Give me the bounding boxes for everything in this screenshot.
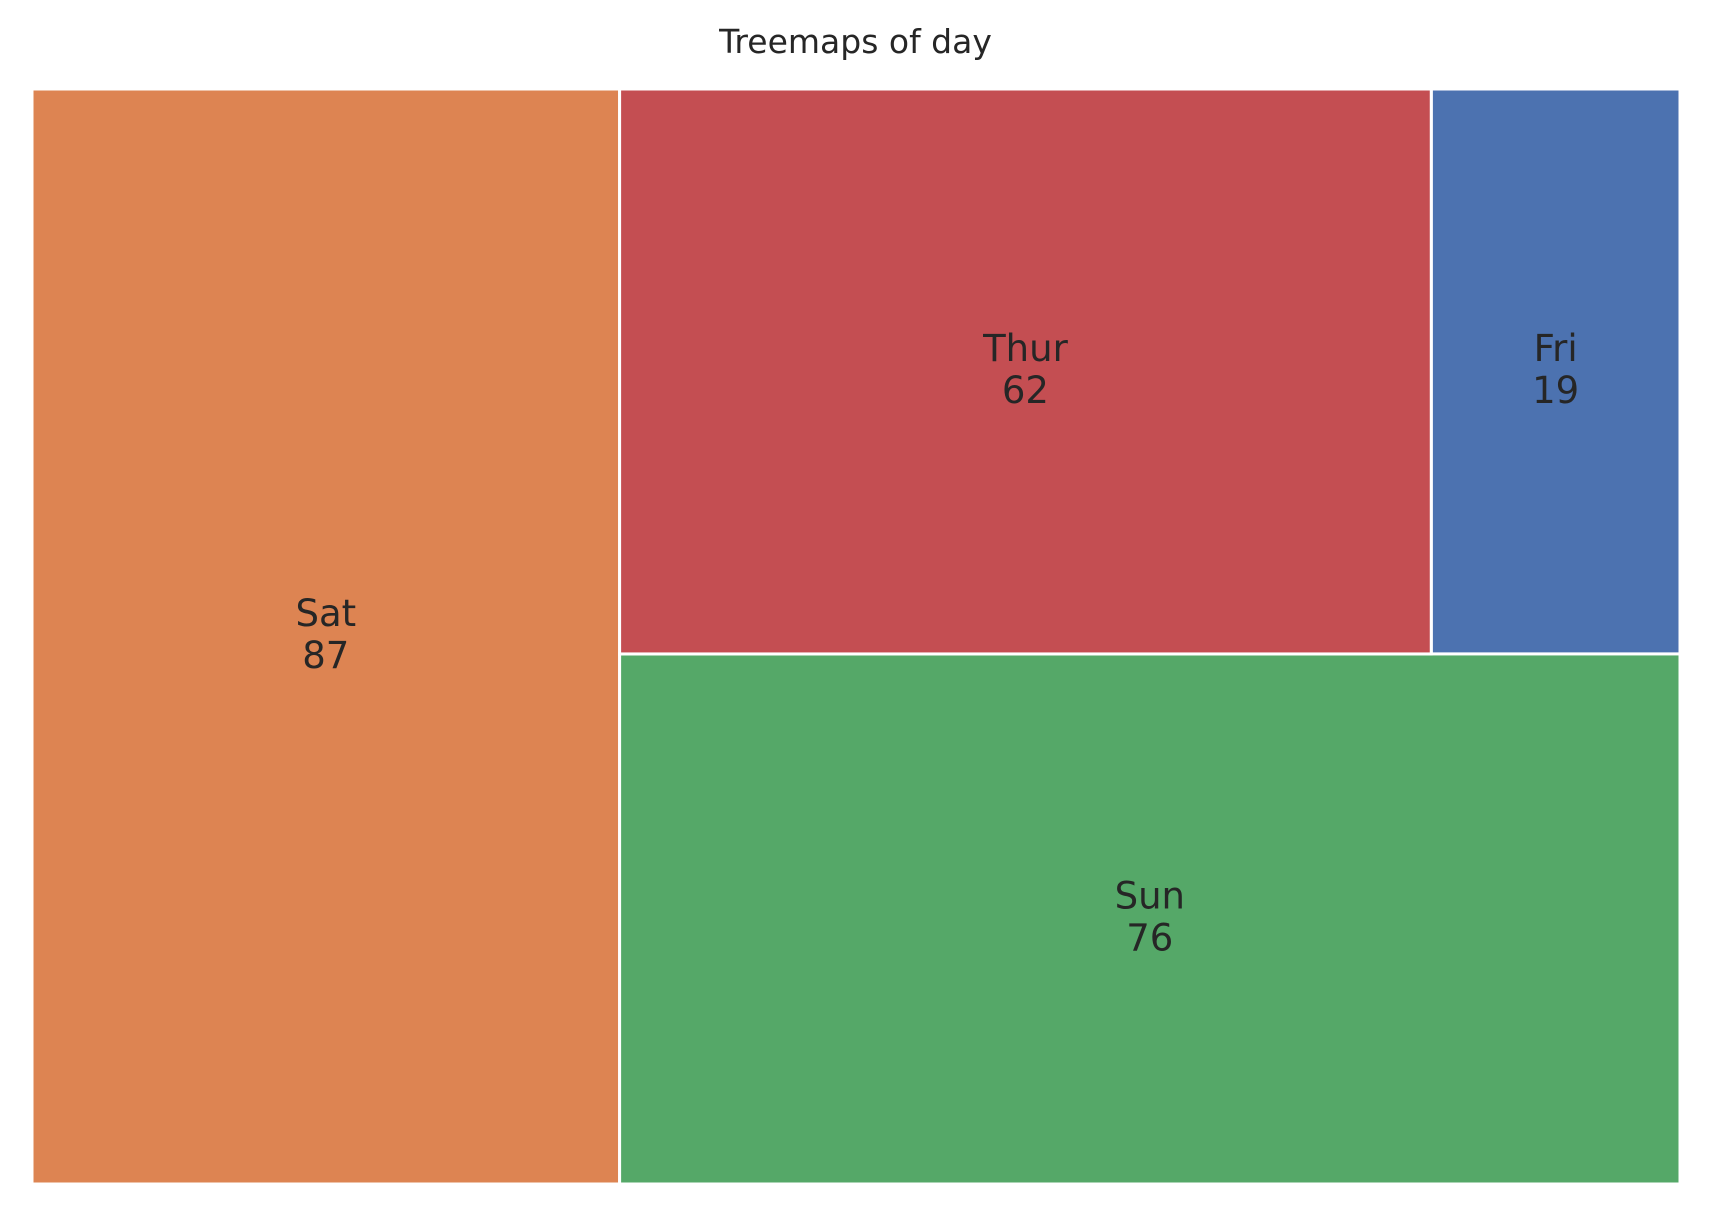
tile-thur — [618, 87, 1433, 656]
tile-label-sun: Sun — [1115, 874, 1185, 917]
chart-title: Treemaps of day — [719, 22, 992, 61]
tile-label-sat: Sat — [295, 592, 356, 635]
tile-sun — [618, 652, 1682, 1186]
tile-value-thur: 62 — [1002, 369, 1049, 412]
tile-sat — [30, 87, 622, 1186]
tile-value-fri: 19 — [1532, 369, 1579, 412]
tile-fri — [1429, 87, 1682, 656]
tile-value-sat: 87 — [302, 634, 349, 677]
tile-label-fri: Fri — [1534, 327, 1578, 370]
tile-value-sun: 76 — [1126, 916, 1173, 959]
tile-label-thur: Thur — [982, 327, 1069, 370]
